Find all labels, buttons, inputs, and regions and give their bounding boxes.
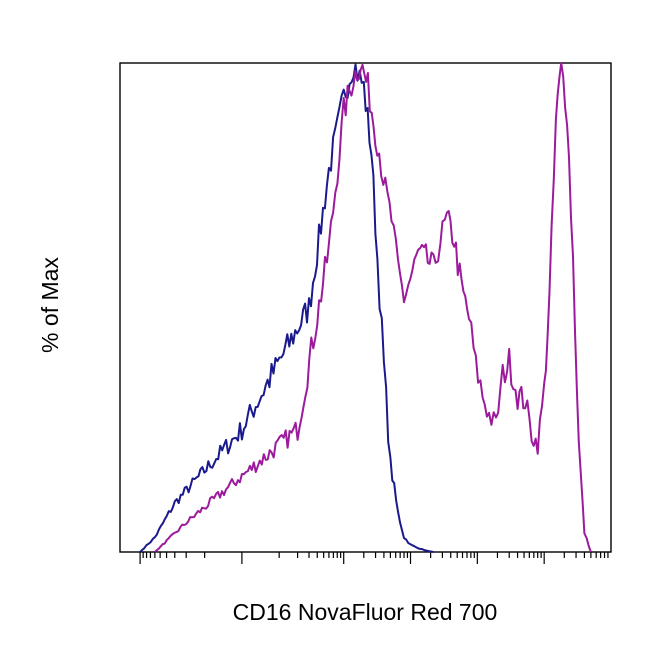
x-axis-ticks [139,552,609,564]
plot-frame [119,62,612,553]
series-lines [139,62,592,553]
x-axis-title: CD16 NovaFluor Red 700 [233,599,498,625]
y-axis-title: % of Max [37,257,63,353]
series-line-2 [154,62,592,553]
series-line-1 [139,63,434,553]
